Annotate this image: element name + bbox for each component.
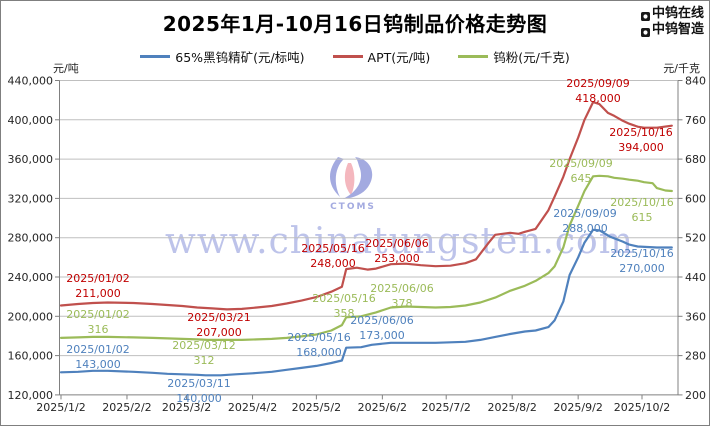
legend-line-red [332,55,363,58]
right-axis-tick-label: 840 [685,75,706,88]
left-axis-tick-label: 400,000 [8,114,54,127]
watermark-logo: CTOMS [321,154,385,216]
annotation: 2025/10/16 394,000 [609,126,673,154]
legend-label: APT(元/吨) [367,50,431,65]
x-axis-tick-label: 2025/4/2 [228,401,277,414]
annotation: 2025/06/06 378 [370,282,434,310]
annotation: 2025/01/02 143,000 [66,343,130,371]
left-axis-tick-label: 320,000 [8,192,54,205]
annotation: 2025/01/02 211,000 [66,272,130,300]
right-axis-tick-label: 280 [685,350,706,363]
left-axis-tick-label: 360,000 [8,153,54,166]
watermark-text: www.chinatungsten.com [165,221,634,262]
annotation: 2025/05/16 248,000 [301,242,365,270]
right-axis-tick-label: 440 [685,271,706,284]
annotation: 2025/01/02 316 [66,308,130,336]
right-axis-unit: 元/千克 [663,62,700,75]
legend-label: 钨粉(元/千克) [493,50,570,65]
brand-logo-icon [640,26,650,37]
legend-line-olive [458,55,489,58]
page-title: 2025年1月-10月16日钨制品价格走势图 [162,12,548,36]
legend-item-concentrate: 65%黑钨精矿(元/标吨) [140,47,305,66]
annotation: 2025/06/06 173,000 [350,314,414,342]
x-axis-tick-label: 2025/10/2 [614,401,670,414]
left-axis-unit: 元/吨 [53,62,79,75]
right-axis-tick-label: 760 [685,114,706,127]
logo-center-flame [344,163,355,195]
brand-logo-icon [640,10,650,21]
x-axis-tick-label: 2025/2/2 [102,401,151,414]
series-line-apt [59,100,673,311]
legend-item-apt: APT(元/吨) [332,47,431,66]
logo-right-swoosh [343,157,373,199]
chart-legend: 65%黑钨精矿(元/标吨) APT(元/吨) 钨粉(元/千克) [1,47,709,66]
right-axis-tick-label: 680 [685,153,706,166]
left-axis-tick-label: 120,000 [8,389,54,402]
x-axis-tick-label: 2025/9/2 [553,401,602,414]
right-axis-tick-label: 200 [685,389,706,402]
brand-links: 中钨在线 中钨智造 [640,6,704,38]
x-axis-tick-label: 2025/8/2 [487,401,536,414]
annotation: 2025/09/09 418,000 [566,77,630,105]
legend-label: 65%黑钨精矿(元/标吨) [175,50,305,65]
left-axis-tick-label: 160,000 [8,350,54,363]
left-axis-tick-label: 440,000 [8,75,54,88]
brand-bottom-label: 中钨智造 [651,22,704,37]
annotation: 2025/10/16 615 [610,196,674,224]
brand-top-label: 中钨在线 [651,6,704,21]
brand-chinatungsten-online[interactable]: 中钨在线 [640,6,704,22]
annotation: 2025/03/11 140,000 [167,377,231,405]
right-axis-tick-label: 520 [685,232,706,245]
annotation: 2025/06/06 253,000 [365,237,429,265]
brand-chinatungsten-smart[interactable]: 中钨智造 [640,22,704,38]
right-axis-tick-label: 600 [685,192,706,205]
x-axis-tick-label: 2025/3/2 [162,401,211,414]
annotation: 2025/10/16 270,000 [610,247,674,275]
annotation: 2025/03/21 207,000 [187,311,251,339]
logo-caption: CTOMS [330,202,376,212]
x-axis-tick-label: 2025/5/2 [292,401,341,414]
series-line-powder [59,174,673,341]
annotation: 2025/03/12 312 [172,339,236,367]
right-axis-tick-label: 360 [685,310,706,323]
annotation: 2025/05/16 358 [312,292,376,320]
logo-left-swoosh [330,157,344,197]
legend-item-powder: 钨粉(元/千克) [458,47,570,66]
x-axis-tick-label: 2025/1/2 [36,401,85,414]
series-line-concentrate [59,228,673,377]
x-axis-tick-label: 2025/6/2 [358,401,407,414]
x-axis-tick-label: 2025/7/2 [422,401,471,414]
legend-line-blue [140,55,171,58]
left-axis-tick-label: 240,000 [8,271,54,284]
annotation: 2025/09/09 645 [549,157,613,185]
annotation: 2025/05/16 168,000 [287,331,351,359]
left-axis-tick-label: 200,000 [8,310,54,323]
left-axis-tick-label: 280,000 [8,232,54,245]
annotation: 2025/09/09 288,000 [553,207,617,235]
